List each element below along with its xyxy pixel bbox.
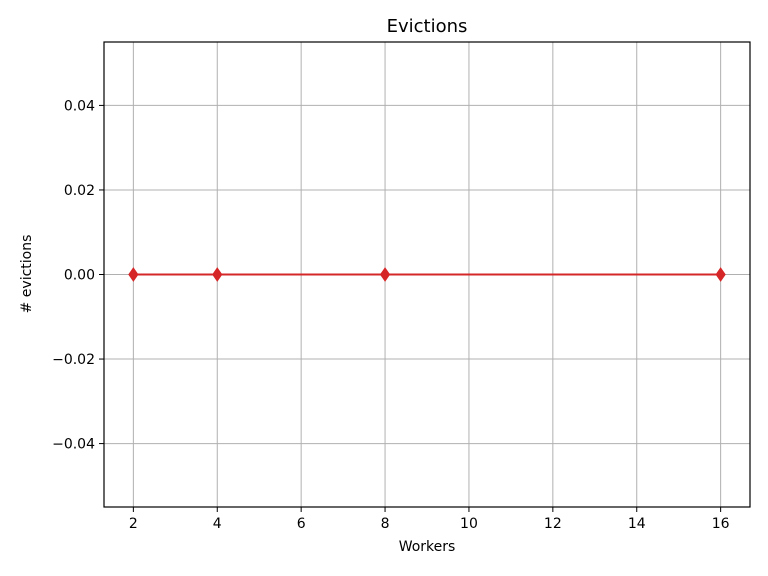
data-point-marker (715, 267, 726, 282)
y-tick-label: 0.02 (64, 183, 95, 199)
chart-title: Evictions (387, 16, 468, 37)
y-tick-label: −0.04 (52, 437, 95, 453)
y-tick-label: 0.00 (64, 268, 95, 284)
x-tick-label: 16 (712, 516, 730, 532)
x-tick-label: 8 (381, 516, 390, 532)
y-tick-label: 0.04 (64, 98, 95, 114)
x-tick-label: 12 (544, 516, 562, 532)
x-tick-label: 2 (129, 516, 138, 532)
data-point-marker (128, 267, 139, 282)
y-tick-label: −0.02 (52, 352, 95, 368)
x-tick-label: 4 (213, 516, 222, 532)
ticks: 2 4 6 8 10 12 14 16 −0.04 −0.02 0.00 0.02 0.04 (52, 98, 730, 532)
x-tick-label: 6 (297, 516, 306, 532)
x-axis-label: Workers (399, 539, 456, 555)
data-point-marker (212, 267, 223, 282)
series-layer (128, 267, 726, 282)
data-point-marker (379, 267, 391, 282)
x-tick-label: 10 (460, 516, 478, 532)
x-tick-label: 14 (628, 516, 646, 532)
y-axis-label: # evictions (19, 235, 35, 314)
